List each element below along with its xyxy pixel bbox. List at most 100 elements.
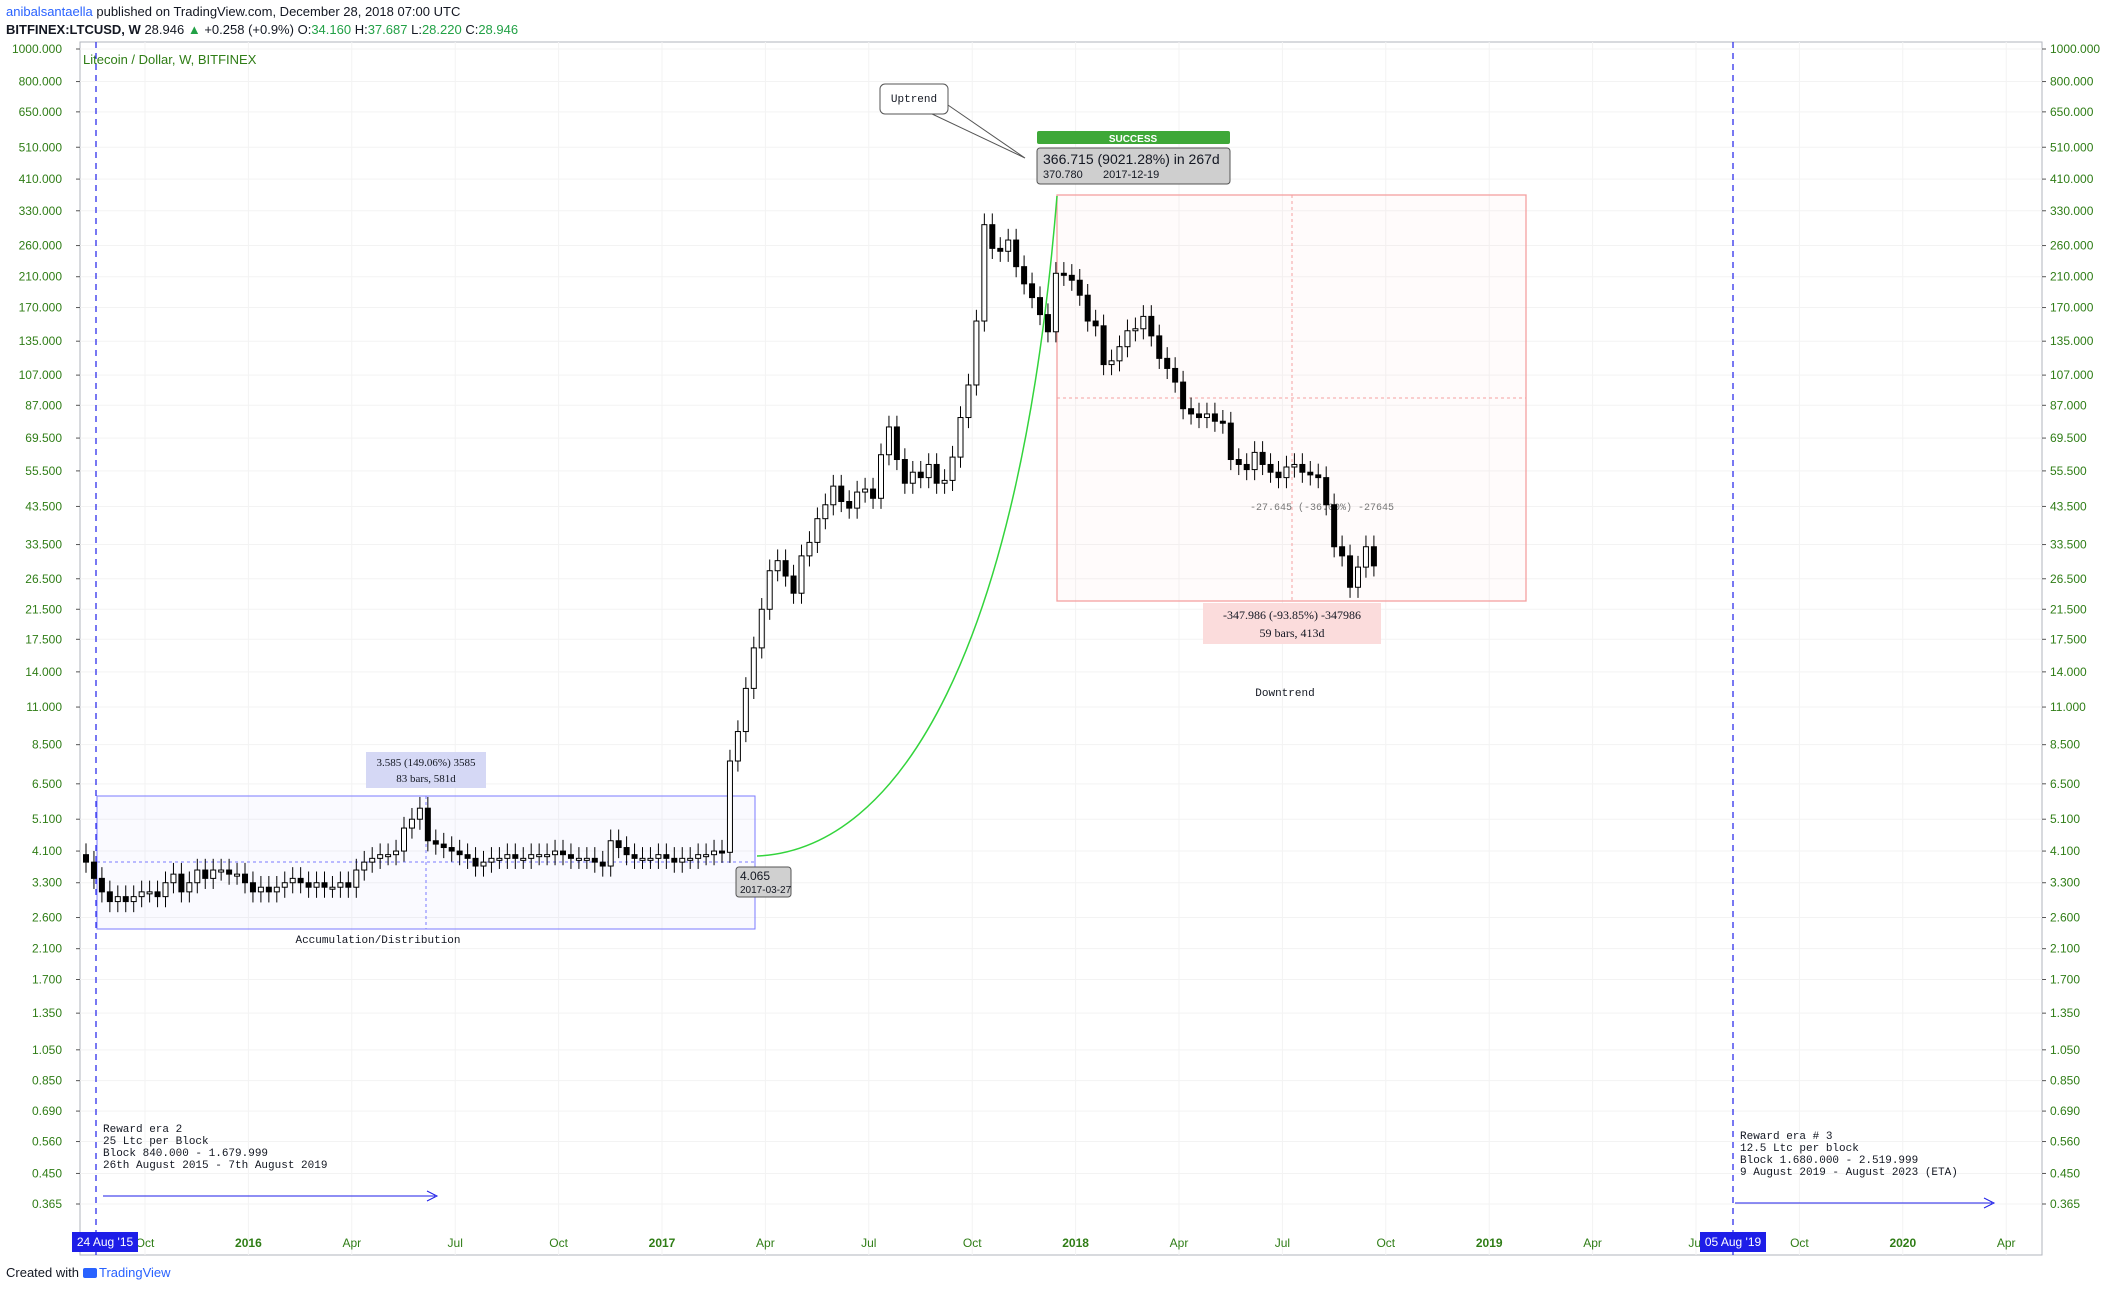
y-tick-right: 1.050 (2050, 1043, 2080, 1057)
y-tick-left: 410.000 (19, 172, 63, 186)
candle-body (798, 555, 805, 594)
y-tick-left: 1.050 (32, 1043, 62, 1057)
candle-body (289, 877, 296, 884)
candle-body (393, 850, 400, 856)
candle-body (766, 570, 773, 610)
y-tick-right: 1.350 (2050, 1006, 2080, 1020)
candle-body (464, 854, 471, 859)
y-tick-right: 17.500 (2050, 632, 2087, 646)
candle-body (941, 479, 948, 484)
candle-body (1251, 451, 1258, 471)
grid (80, 42, 2042, 1255)
y-tick-left: 0.690 (32, 1104, 62, 1118)
y-tick-right: 4.100 (2050, 844, 2080, 858)
y-tick-left: 260.000 (19, 239, 63, 253)
start-date: 2017-03-27 (740, 885, 792, 896)
candle-body (822, 504, 829, 520)
symbol-label: BITFINEX:LTCUSD, W (6, 22, 141, 37)
downtrend-label-line1: -347.986 (-93.85%) -347986 (1223, 608, 1361, 622)
candle-body (496, 857, 503, 861)
candle-body (1005, 239, 1012, 252)
era2-line3: Block 840.000 - 1.679.999 (103, 1148, 268, 1160)
y-tick-right: 55.500 (2050, 464, 2087, 478)
candle-body (432, 840, 439, 845)
candle-body (949, 456, 956, 481)
y-tick-right: 410.000 (2050, 172, 2094, 186)
y-tick-left: 33.500 (25, 538, 62, 552)
candle-body (726, 760, 733, 853)
x-tick-label: 2017 (649, 1236, 676, 1250)
candle-body (695, 854, 702, 859)
y-tick-left: 4.100 (32, 844, 62, 858)
candle-body (814, 518, 821, 543)
candle-body (790, 575, 797, 594)
tradingview-link[interactable]: TradingView (98, 1265, 171, 1280)
candle-body (1307, 471, 1314, 476)
y-tick-right: 33.500 (2050, 538, 2087, 552)
y-tick-right: 650.000 (2050, 105, 2094, 119)
marker-right-text: 05 Aug '19 (1705, 1235, 1762, 1249)
candle-body (742, 687, 749, 733)
candle-body (878, 454, 884, 499)
candle-body (1347, 555, 1354, 588)
y-tick-left: 3.300 (32, 876, 62, 890)
era3-line1: Reward era # 3 (1740, 1131, 1832, 1143)
open-value: 34.160 (311, 22, 352, 37)
candle-body (885, 426, 892, 456)
candle-body (202, 869, 209, 879)
x-tick-label: Apr (1997, 1236, 2016, 1250)
uptrend-callout-pointer (929, 102, 1026, 159)
x-tick-label: 2018 (1062, 1236, 1089, 1250)
success-text: SUCCESS (1109, 134, 1158, 145)
candle-body (448, 847, 455, 852)
candle-body (98, 877, 105, 893)
candle-body (1116, 346, 1123, 362)
marker-left-box[interactable] (72, 1232, 138, 1252)
peak-label-box (1036, 147, 1231, 185)
candle-body (1052, 272, 1059, 333)
y-tick-left: 21.500 (25, 602, 62, 616)
y-tick-left: 11.000 (26, 700, 62, 714)
x-tick-label: Jul (1275, 1236, 1290, 1250)
candle-body (909, 471, 916, 484)
candle-body (607, 840, 614, 867)
open-label: O: (297, 22, 312, 37)
y-tick-left: 0.365 (32, 1197, 62, 1211)
candle-body (1235, 459, 1242, 465)
candle-body (893, 426, 900, 461)
candle-body (631, 854, 638, 859)
x-tick-label: Jul (861, 1236, 876, 1250)
candle-body (1124, 330, 1131, 348)
uptrend-curve (756, 195, 1058, 857)
candle-body (830, 485, 837, 506)
y-tick-left: 170.000 (19, 301, 63, 315)
candle-body (782, 560, 789, 577)
candle-body (854, 491, 861, 509)
candle-body (917, 471, 924, 479)
candle-body (575, 857, 582, 861)
candle-body (711, 850, 718, 856)
author-link[interactable]: anibalsantaella (6, 4, 93, 19)
y-tick-right: 26.500 (2050, 572, 2087, 586)
start-label-box (735, 866, 792, 898)
x-tick-label: Jul (448, 1236, 463, 1250)
x-tick-label: 2019 (1476, 1236, 1503, 1250)
y-tick-left: 43.500 (25, 499, 62, 513)
marker-right-box[interactable] (1700, 1232, 1766, 1252)
candle-body (162, 882, 169, 898)
candle-body (655, 854, 662, 859)
downtrend-text: Downtrend (1255, 688, 1314, 700)
y-tick-left: 5.100 (32, 812, 62, 826)
y-tick-right: 510.000 (2050, 140, 2094, 154)
x-tick-label: Oct (1790, 1236, 1809, 1250)
y-tick-left: 17.500 (25, 632, 62, 646)
y-tick-left: 107.000 (19, 368, 63, 382)
candle-body (1164, 357, 1171, 369)
candle-body (1211, 413, 1218, 422)
candle-body (567, 854, 574, 859)
y-tick-right: 260.000 (2050, 239, 2094, 253)
candle-body (1084, 294, 1091, 322)
candle-body (1044, 314, 1051, 333)
candle-body (1275, 471, 1282, 479)
